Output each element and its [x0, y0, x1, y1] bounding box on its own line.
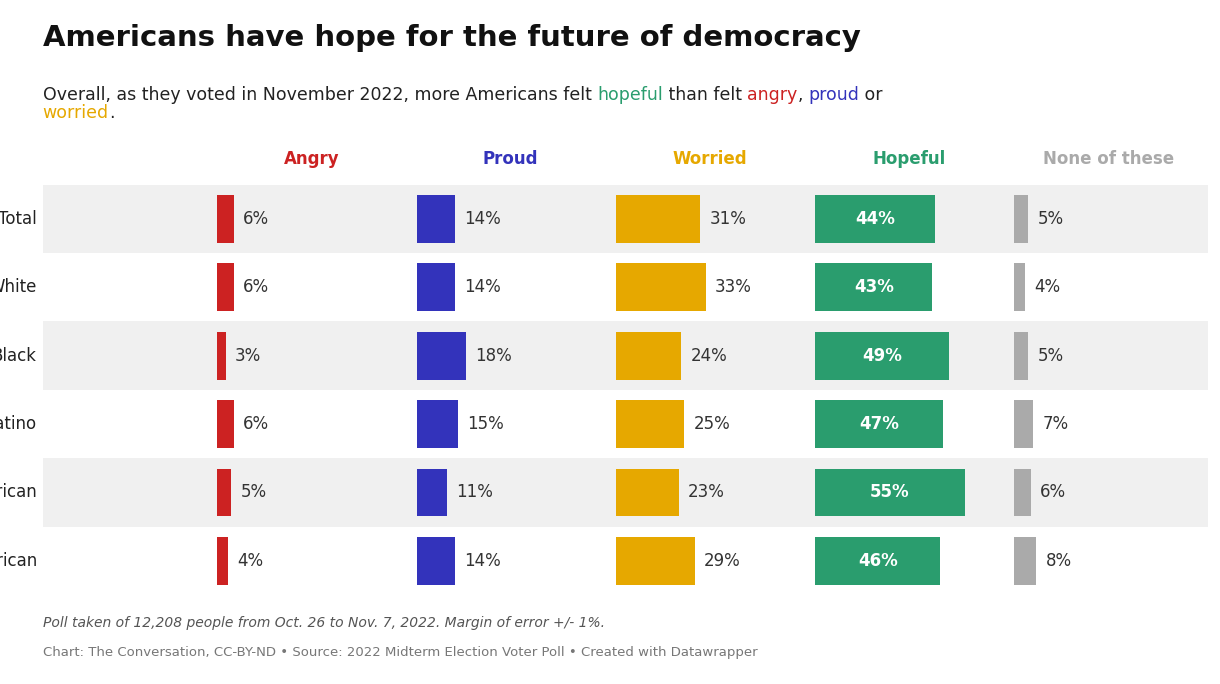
Text: 4%: 4% — [238, 552, 264, 570]
Text: than felt: than felt — [662, 86, 748, 103]
Text: angry: angry — [748, 86, 798, 103]
Bar — [217, 537, 228, 585]
Text: 49%: 49% — [863, 347, 902, 365]
Text: 14%: 14% — [464, 210, 501, 228]
Bar — [616, 400, 684, 448]
Text: 47%: 47% — [859, 415, 899, 433]
Text: Proud: Proud — [483, 150, 538, 168]
Text: 7%: 7% — [1043, 415, 1069, 433]
Bar — [417, 195, 455, 243]
Bar — [217, 400, 234, 448]
Bar — [1014, 537, 1036, 585]
Text: Americans have hope for the future of democracy: Americans have hope for the future of de… — [43, 24, 860, 52]
Text: White: White — [0, 278, 37, 296]
Text: 5%: 5% — [240, 484, 266, 501]
Bar — [616, 195, 700, 243]
Bar — [217, 332, 226, 380]
Bar — [43, 527, 1208, 595]
Bar — [43, 458, 1208, 527]
Text: 3%: 3% — [235, 347, 261, 365]
Bar — [1014, 332, 1028, 380]
Bar — [616, 332, 681, 380]
Bar — [43, 253, 1208, 321]
Text: 6%: 6% — [243, 278, 270, 296]
Text: Overall, as they voted in November 2022, more Americans felt: Overall, as they voted in November 2022,… — [43, 86, 597, 103]
Bar — [43, 390, 1208, 458]
Text: 14%: 14% — [464, 278, 501, 296]
Bar — [616, 469, 678, 516]
Bar — [1014, 469, 1031, 516]
Text: Poll taken of 12,208 people from Oct. 26 to Nov. 7, 2022. Margin of error +/- 1%: Poll taken of 12,208 people from Oct. 26… — [43, 616, 605, 629]
Text: 6%: 6% — [1041, 484, 1066, 501]
Bar — [217, 195, 234, 243]
Text: 33%: 33% — [715, 278, 752, 296]
Text: 23%: 23% — [688, 484, 725, 501]
Text: 24%: 24% — [691, 347, 727, 365]
Bar — [815, 263, 932, 311]
Bar — [616, 537, 695, 585]
Bar — [815, 332, 949, 380]
Bar — [815, 400, 943, 448]
Text: 46%: 46% — [858, 552, 898, 570]
Text: or: or — [859, 86, 883, 103]
Text: worried: worried — [43, 104, 109, 122]
Text: 6%: 6% — [243, 210, 270, 228]
Text: Native American: Native American — [0, 552, 37, 570]
Text: 5%: 5% — [1037, 347, 1064, 365]
Text: proud: proud — [809, 86, 859, 103]
Text: 29%: 29% — [704, 552, 741, 570]
Text: 8%: 8% — [1046, 552, 1071, 570]
Text: 4%: 4% — [1035, 278, 1060, 296]
Text: 44%: 44% — [855, 210, 895, 228]
Text: Hopeful: Hopeful — [872, 150, 946, 168]
Bar — [1014, 195, 1028, 243]
Text: 55%: 55% — [870, 484, 910, 501]
Bar — [417, 400, 458, 448]
Bar — [815, 469, 965, 516]
Text: 5%: 5% — [1037, 210, 1064, 228]
Bar — [43, 321, 1208, 390]
Bar — [417, 263, 455, 311]
Bar — [417, 537, 455, 585]
Text: Chart: The Conversation, CC-BY-ND • Source: 2022 Midterm Election Voter Poll • C: Chart: The Conversation, CC-BY-ND • Sour… — [43, 646, 758, 659]
Text: 43%: 43% — [854, 278, 893, 296]
Bar — [815, 195, 935, 243]
Text: 25%: 25% — [693, 415, 730, 433]
Text: 15%: 15% — [467, 415, 504, 433]
Text: hopeful: hopeful — [597, 86, 662, 103]
Bar — [417, 469, 447, 516]
Text: Asian American: Asian American — [0, 484, 37, 501]
Text: Latino: Latino — [0, 415, 37, 433]
Bar — [616, 263, 706, 311]
Text: Angry: Angry — [283, 150, 339, 168]
Bar — [217, 263, 234, 311]
Text: ,: , — [798, 86, 809, 103]
Text: None of these: None of these — [1043, 150, 1174, 168]
Bar — [1014, 400, 1033, 448]
Bar — [1014, 263, 1025, 311]
Text: Worried: Worried — [672, 150, 747, 168]
Text: 11%: 11% — [456, 484, 493, 501]
Text: 6%: 6% — [243, 415, 270, 433]
Bar — [43, 185, 1208, 253]
Text: 14%: 14% — [464, 552, 501, 570]
Text: 31%: 31% — [710, 210, 747, 228]
Text: Black: Black — [0, 347, 37, 365]
Bar — [417, 332, 466, 380]
Bar — [815, 537, 941, 585]
Bar — [217, 469, 231, 516]
Text: Total: Total — [0, 210, 37, 228]
Text: .: . — [109, 104, 115, 122]
Text: 18%: 18% — [475, 347, 511, 365]
